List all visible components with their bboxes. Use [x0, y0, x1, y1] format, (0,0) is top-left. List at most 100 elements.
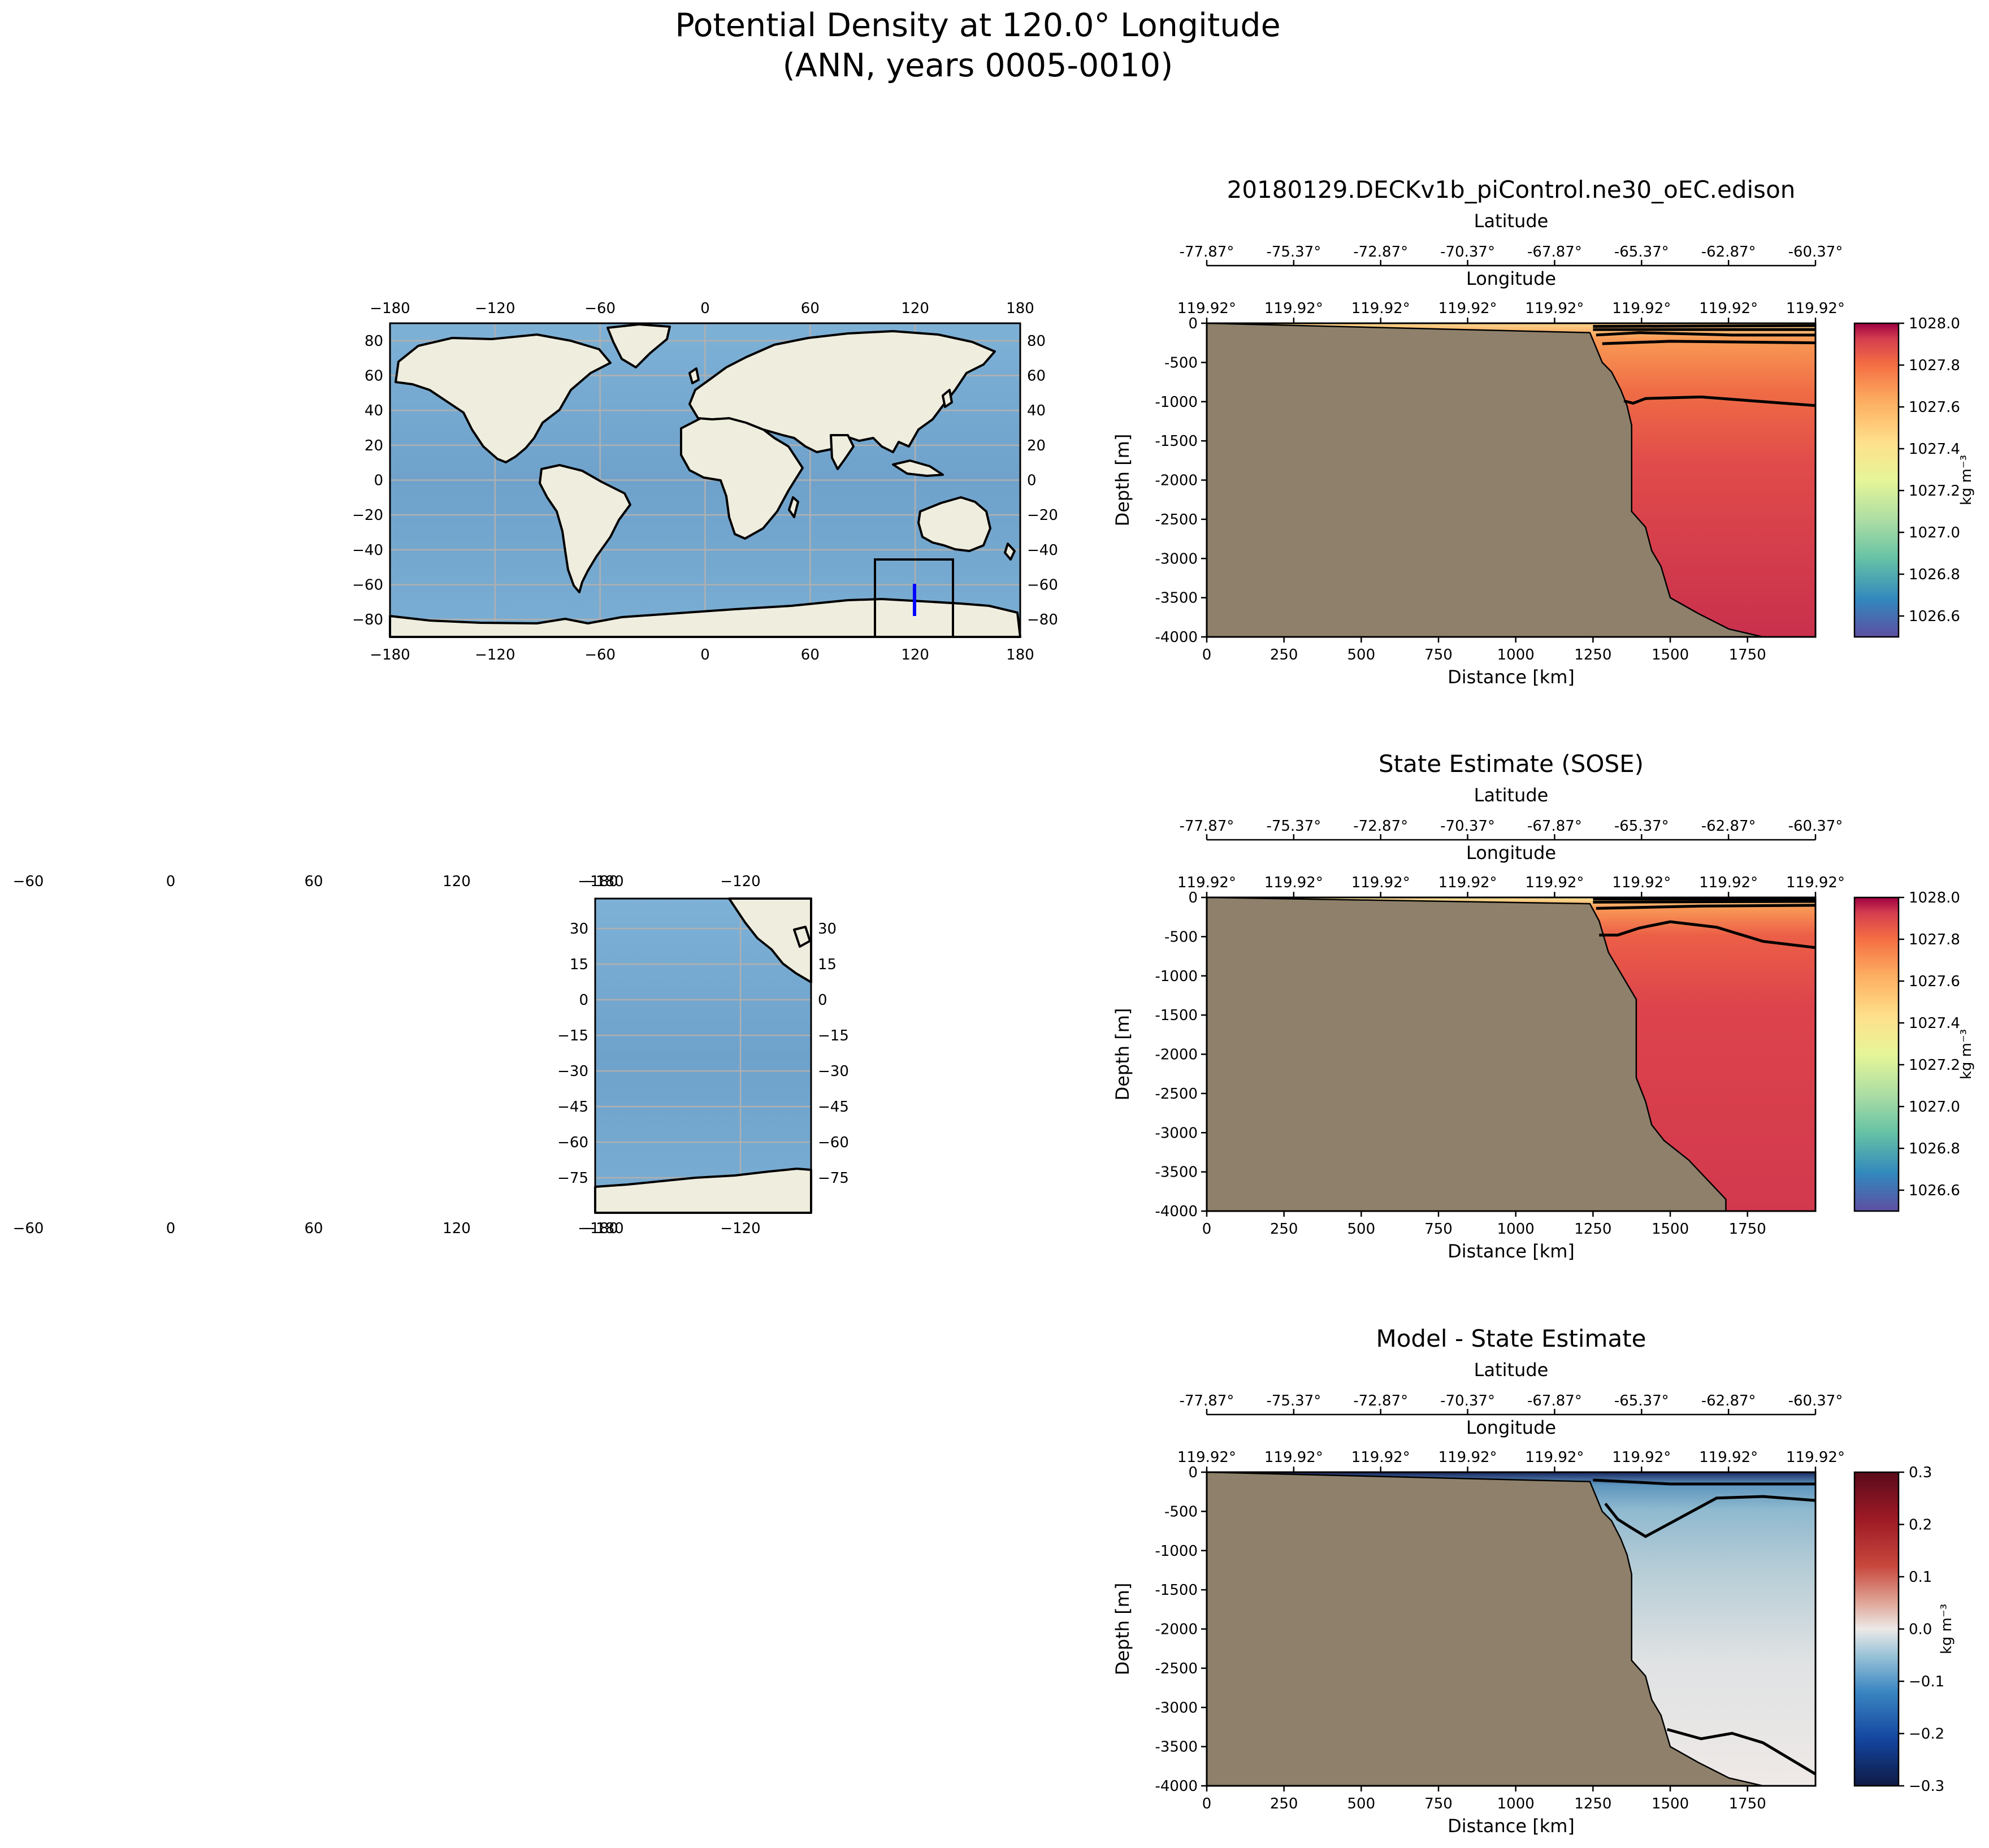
longitude-tick-label: 119.92° [1264, 300, 1323, 317]
x-tick-label: 1000 [1497, 1221, 1535, 1238]
longitude-tick-label: 119.92° [1525, 1449, 1584, 1466]
longitude-tick-label: 119.92° [1177, 1449, 1236, 1466]
land-japan [942, 389, 953, 408]
latitude-tick-label: -65.37° [1614, 818, 1669, 835]
figure-title: Potential Density at 120.0° Longitude (A… [0, 6, 1956, 86]
colorbar-tick-label: −0.2 [1909, 1726, 1944, 1743]
lat-tick-label-left: 0 [374, 472, 383, 489]
world-map: −180 −180 −120 −120 −60 −60 0 0 60 60 120 120 180 180… [352, 300, 1058, 663]
colorbar-tick-label: −0.1 [1909, 1673, 1944, 1690]
y-tick-label: -2000 [1155, 1621, 1198, 1638]
latitude-tick-label: -60.37° [1788, 1392, 1843, 1409]
x-tick-label: 500 [1347, 1795, 1376, 1812]
land-indonesia [892, 459, 944, 477]
latitude-tick-label: -65.37° [1614, 1392, 1669, 1409]
inset-lon-tick-bottom: −180 [583, 1220, 623, 1237]
lat-tick-label-right: −40 [1027, 542, 1058, 559]
lat-tick-label-right: −20 [1027, 507, 1058, 524]
y-tick-label: -2000 [1155, 1047, 1198, 1064]
y-tick-label: -3500 [1155, 590, 1198, 607]
contour-line [1602, 340, 1816, 345]
longitude-tick-label: 119.92° [1612, 874, 1671, 891]
lat-tick-label-right: −60 [1027, 577, 1058, 594]
latitude-tick-label: -72.87° [1353, 244, 1408, 261]
x-tick-label: 1250 [1574, 1221, 1611, 1238]
inset-stray-lon-bottom: 0 [166, 1220, 176, 1237]
longitude-tick-label: 119.92° [1351, 1449, 1410, 1466]
lat-tick-label-left: −80 [352, 611, 383, 628]
inset-lat-tick-right: −75 [818, 1170, 849, 1187]
inset-lat-tick-right: −60 [818, 1134, 849, 1151]
lat-tick-label-right: 40 [1027, 402, 1046, 419]
latitude-tick-label: -70.37° [1440, 818, 1495, 835]
inset-stray-lon-bottom: 120 [443, 1220, 471, 1237]
latitude-tick-label: -60.37° [1788, 244, 1843, 261]
inset-lat-tick-right: −15 [818, 1027, 849, 1044]
latitude-tick-label: -62.87° [1701, 244, 1756, 261]
inset-stray-lon-top: 0 [166, 873, 176, 890]
inset-stray-lon-top: −60 [13, 873, 44, 890]
lon-tick-label-top: −180 [370, 300, 410, 317]
land-greenland [606, 323, 671, 368]
lat-tick-label-left: 80 [365, 333, 383, 350]
inset-lat-tick-left: −60 [557, 1134, 588, 1151]
y-tick-label: -3500 [1155, 1739, 1198, 1756]
colorbar-tick-label: 1027.6 [1909, 973, 1960, 990]
land-madagascar [788, 496, 799, 518]
x-tick-label: 500 [1347, 647, 1376, 663]
colorbar: 1028.0 1027.8 1027.6 1027.4 1027.2 1027.0 1026… [1853, 315, 1975, 638]
inset-lat-tick-left: −15 [557, 1027, 588, 1044]
latitude-tick-label: -75.37° [1266, 818, 1321, 835]
colorbar-tick-label: −0.3 [1909, 1778, 1944, 1795]
y-tick-label: -2500 [1155, 1086, 1198, 1103]
inset-stray-lon-top: 60 [304, 873, 323, 890]
inset-stray-lon-bottom: −60 [13, 1220, 44, 1237]
lon-tick-label-bottom: 60 [801, 647, 820, 663]
lon-tick-label-bottom: −120 [475, 647, 515, 663]
x-tick-label: 250 [1270, 647, 1298, 663]
longitude-tick-label: 119.92° [1177, 874, 1236, 891]
y-tick-label: -3000 [1155, 1125, 1198, 1142]
lat-tick-label-left: 20 [365, 437, 383, 454]
lon-tick-label-top: 180 [1006, 300, 1034, 317]
inset-lat-tick-left: −45 [557, 1099, 588, 1116]
colorbar-tick-label: 1028.0 [1909, 315, 1960, 332]
y-tick-label: -4000 [1155, 1778, 1198, 1795]
colorbar-gradient [1853, 896, 1900, 1212]
longitude-tick-label: 119.92° [1786, 300, 1845, 317]
transect-panels: 20180129.DECKv1b_piControl.ne30_oEC.edis… [1112, 176, 1975, 1837]
lon-tick-label-top: 0 [700, 300, 710, 317]
y-tick-label: -2500 [1155, 511, 1198, 528]
y-tick-label: -500 [1164, 929, 1198, 945]
y-tick-label: -500 [1164, 1503, 1198, 1520]
colorbar-label: kg m⁻³ [1958, 455, 1975, 505]
colorbar-tick-label: 1028.0 [1909, 890, 1960, 906]
x-tick-label: 250 [1270, 1795, 1298, 1812]
y-axis-label: Depth [m] [1112, 434, 1133, 527]
figure-title-line1: Potential Density at 120.0° Longitude [675, 7, 1281, 44]
lon-tick-label-top: 120 [901, 300, 929, 317]
x-axis-label: Distance [km] [1448, 1240, 1575, 1262]
longitude-tick-label: 119.92° [1177, 300, 1236, 317]
land-eurasia [688, 330, 996, 453]
x-tick-label: 1500 [1652, 1221, 1689, 1238]
inset-lat-tick-left: 15 [570, 956, 588, 973]
inset-lat-tick-left: 0 [579, 992, 588, 1009]
y-tick-label: 0 [1188, 890, 1198, 906]
lat-tick-label-right: 80 [1027, 333, 1046, 350]
world-map-ticks: −180 −180 −120 −120 −60 −60 0 0 60 60 120 120 180 180… [352, 300, 1058, 663]
lat-tick-label-left: 60 [365, 368, 383, 385]
lon-tick-label-bottom: 180 [1006, 647, 1034, 663]
contour-line [1593, 900, 1816, 904]
contour-line [1604, 1495, 1816, 1538]
contour-line [1596, 904, 1816, 910]
y-tick-label: -1500 [1155, 1582, 1198, 1599]
contour-line [1596, 331, 1815, 337]
inset-stray-lon-top: 120 [443, 873, 471, 890]
x-tick-label: 1250 [1574, 647, 1611, 663]
x-tick-label: 1750 [1729, 647, 1766, 663]
seafloor-bathymetry [1206, 1471, 1763, 1787]
x-axis-label: Distance [km] [1448, 1815, 1575, 1837]
colorbar-gradient [1853, 1471, 1900, 1787]
lat-tick-label-left: −40 [352, 542, 383, 559]
